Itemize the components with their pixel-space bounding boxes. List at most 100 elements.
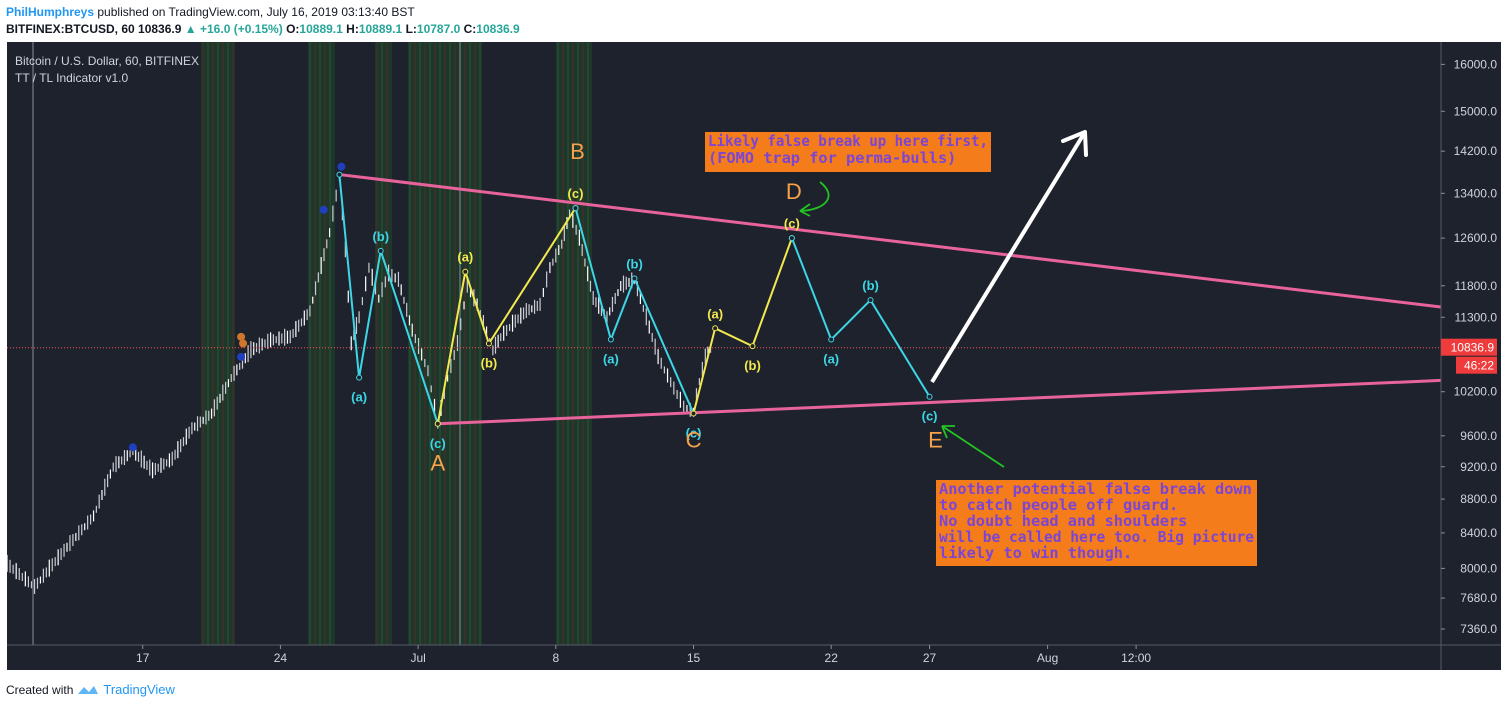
wave-label: (b) bbox=[481, 355, 498, 370]
price-tick-label: 11800.0 bbox=[1455, 279, 1498, 293]
top-callout-box bbox=[705, 132, 991, 172]
bottom-callout-box bbox=[936, 480, 1257, 566]
wave-label: (a) bbox=[457, 250, 473, 265]
tradingview-brand[interactable]: TradingView bbox=[103, 682, 175, 697]
created-with-text: Created with bbox=[6, 682, 74, 697]
wave-label: (b) bbox=[744, 358, 761, 373]
bottom-callout-line: Another potential false break down bbox=[939, 480, 1252, 498]
wave-label: (a) bbox=[823, 351, 839, 366]
green-arrow bbox=[941, 425, 1005, 468]
tradingview-logo-icon bbox=[78, 685, 99, 694]
price-tick-label: 10200.0 bbox=[1454, 385, 1498, 399]
price-axis[interactable]: 16000.0 15000.0 14200.0 13400.0 12600.0 11800… bbox=[1441, 57, 1497, 636]
symbol-text: BITFINEX:BTCUSD, 60 bbox=[6, 22, 135, 36]
last-price: 10836.9 bbox=[138, 22, 182, 36]
wave-label: (b) bbox=[626, 256, 643, 271]
wave-pivot-point bbox=[788, 235, 795, 242]
time-tick-label: Aug bbox=[1037, 651, 1058, 665]
top-callout-line: Likely false break up here first, bbox=[708, 132, 988, 150]
footer: Created with TradingView bbox=[6, 682, 175, 697]
price-tick-label: 11300.0 bbox=[1455, 310, 1498, 324]
countdown-box bbox=[1456, 356, 1497, 374]
author-link[interactable]: PhilHumphreys bbox=[6, 5, 95, 19]
price-tick-label: 9600.0 bbox=[1460, 429, 1497, 443]
wave-label: (a) bbox=[707, 306, 723, 321]
published-text: published on TradingView.com, July 16, 2… bbox=[97, 5, 415, 19]
drawings-layer bbox=[7, 130, 1442, 468]
top-callout-line: (FOMO trap for perma-bulls) bbox=[708, 149, 956, 167]
signal-marker bbox=[237, 352, 246, 361]
price-tick-label: 12600.0 bbox=[1454, 231, 1498, 245]
bottom-callout-line: to catch people off guard. bbox=[939, 496, 1178, 514]
countdown-value: 46:22 bbox=[1464, 359, 1494, 373]
wave-projection-path bbox=[692, 237, 793, 414]
triangle-trendline bbox=[437, 378, 1442, 426]
wave-pivot-point bbox=[828, 336, 835, 343]
price-tag-value: 10836.9 bbox=[1451, 341, 1495, 355]
close-label: C: bbox=[463, 22, 477, 36]
indicator-name: TT / TL Indicator v1.0 bbox=[15, 71, 128, 85]
price-tick-label: 15000.0 bbox=[1454, 104, 1498, 118]
green-arrow bbox=[799, 181, 830, 217]
wave-projection-path bbox=[790, 237, 931, 398]
wave-pivot-point bbox=[336, 171, 343, 178]
wave-pivot-point bbox=[712, 325, 719, 332]
wave-pivot-point bbox=[607, 336, 614, 343]
symbol-quote-line: BITFINEX:BTCUSD, 60 10836.9 ▲ +16.0 (+0.… bbox=[6, 22, 520, 36]
wave-pivot-point bbox=[356, 374, 363, 381]
signal-marker bbox=[128, 443, 137, 452]
wave-pivot-point bbox=[926, 393, 933, 400]
wave-projection-path bbox=[338, 174, 439, 425]
open-label: O: bbox=[286, 22, 300, 36]
wave-pivot-point bbox=[631, 275, 638, 282]
time-tick-label: 27 bbox=[923, 651, 937, 665]
current-price-tag: 10836.9 46:22 bbox=[1441, 338, 1497, 374]
time-tick-label: 24 bbox=[274, 651, 288, 665]
wave-label: (c) bbox=[922, 409, 938, 424]
signal-marker bbox=[319, 205, 328, 214]
wave-letter: C bbox=[686, 427, 702, 452]
low-label: L: bbox=[405, 22, 417, 36]
signal-marker bbox=[239, 339, 248, 348]
up-triangle-icon: ▲ bbox=[184, 22, 197, 36]
wave-label: (c) bbox=[568, 186, 584, 201]
time-tick-label: 15 bbox=[687, 651, 701, 665]
low-value: 10787.0 bbox=[416, 22, 461, 36]
bullish-arrow bbox=[930, 130, 1087, 384]
price-tick-label: 7360.0 bbox=[1460, 622, 1497, 636]
wave-letter: A bbox=[430, 451, 445, 476]
price-tick-label: 16000.0 bbox=[1454, 57, 1498, 71]
bottom-callout-line: likely to win though. bbox=[939, 544, 1132, 562]
open-value: 10889.1 bbox=[299, 22, 343, 36]
signal-marker bbox=[237, 332, 246, 341]
price-tick-label: 13400.0 bbox=[1454, 186, 1498, 200]
price-tag-box bbox=[1441, 338, 1497, 356]
bottom-callout-line: No doubt head and shoulders bbox=[939, 512, 1187, 530]
wave-pivot-point bbox=[867, 297, 874, 304]
price-axis-bg bbox=[1441, 42, 1501, 670]
time-axis[interactable]: 17 24 Jul 8 15 22 27 Aug 12:00 bbox=[136, 645, 1151, 665]
session-band bbox=[375, 42, 392, 645]
price-tick-label: 8800.0 bbox=[1460, 492, 1497, 506]
triangle-trendline bbox=[339, 173, 1442, 309]
session-bands bbox=[32, 42, 592, 645]
session-band bbox=[308, 42, 335, 645]
wave-pivot-point bbox=[377, 247, 384, 254]
wave-letter: B bbox=[570, 139, 585, 164]
wave-pivot-point bbox=[434, 420, 441, 427]
price-tick-label: 8400.0 bbox=[1460, 526, 1497, 540]
close-value: 10836.9 bbox=[476, 22, 520, 36]
session-band bbox=[556, 42, 592, 645]
price-tick-label: 7680.0 bbox=[1460, 591, 1497, 605]
bottom-callout-line: will be called here too. Big picture bbox=[939, 528, 1254, 546]
price-tick-label: 14200.0 bbox=[1454, 144, 1498, 158]
wave-label: (a) bbox=[351, 390, 367, 405]
wave-label: (a) bbox=[603, 351, 619, 366]
signal-marker bbox=[337, 162, 346, 171]
wave-letter: E bbox=[928, 427, 943, 452]
price-change: +16.0 (+0.15%) bbox=[200, 22, 283, 36]
publish-line: PhilHumphreys published on TradingView.c… bbox=[6, 5, 415, 19]
time-tick-label: 22 bbox=[825, 651, 839, 665]
callouts-layer: Likely false break up here first,(FOMO t… bbox=[705, 132, 1257, 566]
